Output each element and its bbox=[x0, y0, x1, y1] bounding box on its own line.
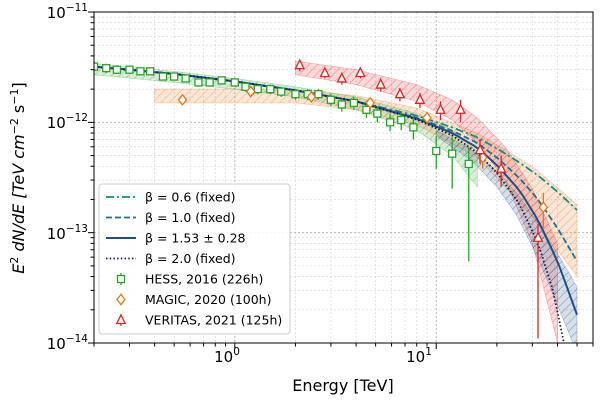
data-point-magic bbox=[306, 90, 317, 103]
legend-items: β = 0.6 (fixed) β = 1.0 (fixed) β = 1.53 ±… bbox=[106, 190, 282, 328]
data-point-hess bbox=[266, 84, 275, 94]
legend-box bbox=[98, 183, 291, 335]
data-point-veritas bbox=[495, 162, 507, 173]
data-point-veritas bbox=[532, 231, 544, 242]
y-tick-label-2: 10−12 bbox=[47, 112, 88, 132]
data-point-magic bbox=[422, 111, 432, 124]
data-point-veritas bbox=[354, 66, 366, 78]
data-point-veritas bbox=[375, 78, 387, 89]
data-point-veritas bbox=[455, 103, 466, 114]
data-point-hess bbox=[337, 100, 347, 109]
data-point-hess bbox=[230, 78, 239, 87]
x-tick-label-1: 101 bbox=[406, 346, 432, 366]
x-tick-label-0: 100 bbox=[214, 346, 240, 366]
data-point-veritas bbox=[294, 58, 306, 70]
data-point-hess bbox=[112, 65, 122, 74]
data-points bbox=[94, 58, 549, 339]
data-point-hess bbox=[326, 95, 336, 104]
y-tick-label-3: 10−11 bbox=[47, 2, 88, 22]
data-point-hess bbox=[217, 76, 226, 85]
legend-label-hess: HESS, 2016 (226h) bbox=[145, 272, 263, 287]
grid bbox=[93, 12, 594, 344]
data-point-veritas bbox=[394, 87, 406, 99]
data-point-hess bbox=[291, 90, 300, 99]
band-hatch-veritas bbox=[295, 60, 558, 343]
data-point-veritas bbox=[319, 66, 331, 78]
legend-marker-magic bbox=[116, 293, 126, 306]
data-point-hess bbox=[158, 72, 168, 81]
data-point-hess bbox=[181, 74, 190, 83]
data-point-hess bbox=[409, 123, 418, 132]
y-tick-label-0: 10−14 bbox=[47, 333, 89, 353]
legend-marker-hess bbox=[116, 274, 126, 284]
y-axis-label: E2 dN/dE [TeV cm−2 s−1] bbox=[8, 82, 28, 273]
data-point-hess bbox=[125, 65, 134, 74]
data-point-hess bbox=[314, 90, 323, 99]
legend-label-beta06: β = 0.6 (fixed) bbox=[145, 190, 236, 205]
data-point-hess bbox=[241, 82, 250, 91]
legend-label-veritas: VERITAS, 2021 (125h) bbox=[145, 313, 282, 328]
data-point-hess bbox=[146, 67, 155, 76]
data-point-hess bbox=[102, 63, 111, 73]
data-point-magic bbox=[177, 93, 188, 106]
data-point-hess bbox=[373, 109, 382, 118]
data-point-veritas bbox=[435, 103, 446, 114]
plot-frame bbox=[93, 11, 594, 344]
data-point-veritas bbox=[336, 71, 348, 83]
data-point-magic bbox=[245, 85, 256, 98]
data-point-magic bbox=[365, 96, 376, 109]
data-point-hess bbox=[170, 72, 179, 81]
data-point-hess bbox=[448, 149, 457, 158]
data-point-hess bbox=[397, 115, 406, 125]
data-point-hess bbox=[432, 146, 441, 156]
data-point-hess bbox=[385, 118, 395, 127]
data-point-hess bbox=[464, 159, 473, 169]
data-point-hess bbox=[253, 84, 262, 94]
legend: β = 0.6 (fixed) β = 1.0 (fixed) β = 1.53 ±… bbox=[98, 183, 291, 335]
y-tick-label-1: 10−13 bbox=[47, 223, 88, 243]
data-point-veritas bbox=[414, 93, 426, 104]
data-point-hess bbox=[277, 87, 286, 96]
data-point-magic bbox=[538, 201, 549, 214]
data-point-hess bbox=[205, 78, 214, 87]
legend-label-beta20: β = 2.0 (fixed) bbox=[145, 251, 236, 266]
data-point-hess bbox=[94, 62, 99, 71]
axis-ticks bbox=[88, 11, 594, 349]
x-axis-label: Energy [TeV] bbox=[292, 376, 393, 395]
legend-label-magic: MAGIC, 2020 (100h) bbox=[145, 292, 271, 307]
data-point-hess bbox=[349, 98, 359, 108]
data-point-hess bbox=[194, 78, 203, 87]
data-point-veritas bbox=[474, 143, 486, 155]
legend-marker-veritas bbox=[115, 313, 127, 325]
data-point-hess bbox=[136, 67, 145, 76]
legend-label-beta153: β = 1.53 ± 0.28 bbox=[145, 231, 246, 246]
legend-label-beta10: β = 1.0 (fixed) bbox=[145, 210, 236, 225]
data-point-hess bbox=[362, 105, 371, 114]
